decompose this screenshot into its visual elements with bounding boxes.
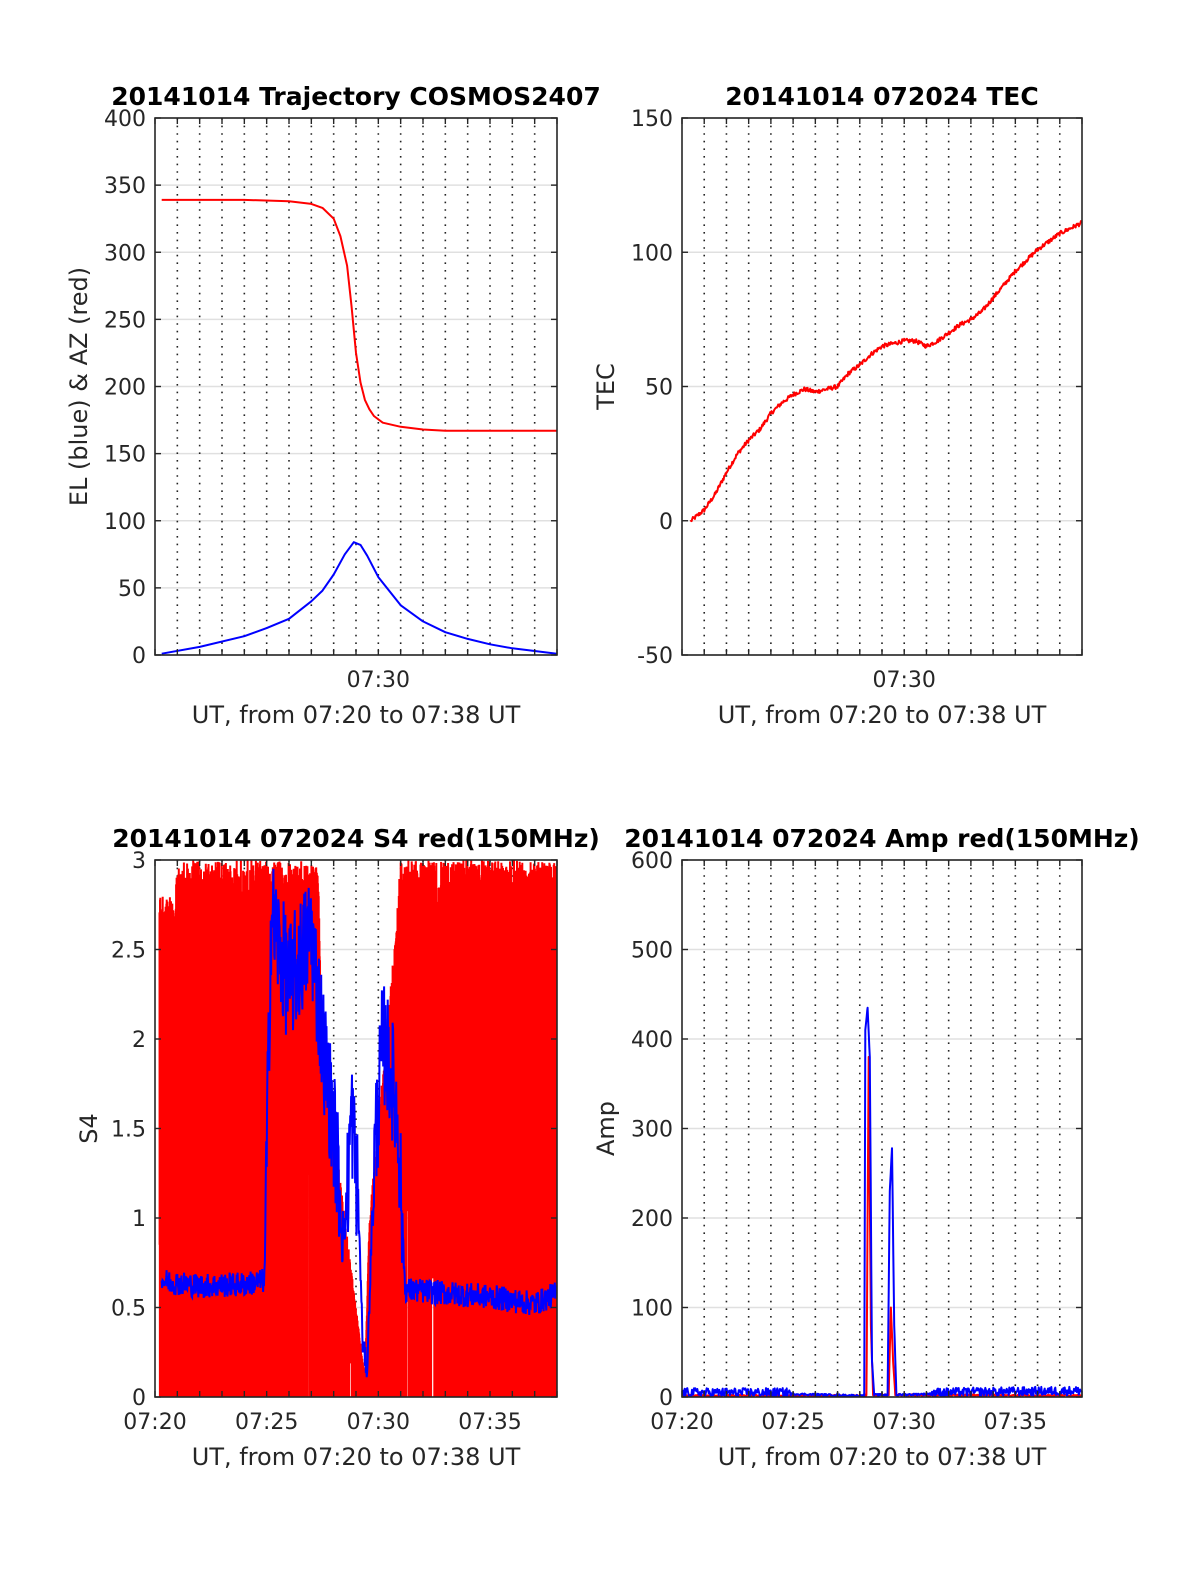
s4-red-series: [158, 860, 557, 1397]
y-tick-label: 200: [104, 376, 146, 401]
y-tick-label: 0: [659, 1386, 673, 1411]
trajectory-data: [161, 198, 557, 655]
x-tick-label: 07:25: [761, 1410, 824, 1435]
y-tick-label: 500: [631, 939, 673, 964]
y-axis-label: EL (blue) & AZ (red): [65, 267, 93, 506]
x-tick-label: 07:20: [123, 1410, 186, 1435]
y-tick-label: 400: [631, 1028, 673, 1053]
chart-title: 20141014 072024 S4 red(150MHz): [112, 824, 600, 853]
y-tick-label: 0: [132, 1386, 146, 1411]
y-tick-label: 400: [104, 107, 146, 132]
s4-blue-series: [160, 868, 557, 1378]
y-tick-label: 300: [104, 241, 146, 266]
s4-panel: 0 0.5 1 1.5 2 2.5 3 07:20 07:25 07:30 07:35 2014101…: [75, 824, 600, 1471]
y-tick-label: 100: [631, 241, 673, 266]
x-axis-label: UT, from 07:20 to 07:38 UT: [192, 1443, 521, 1471]
trajectory-series-blue: [161, 541, 557, 655]
y-tick-label: 0: [132, 644, 146, 669]
x-axis-label: UT, from 07:20 to 07:38 UT: [192, 701, 521, 729]
chart-title: 20141014 072024 TEC: [725, 82, 1038, 111]
y-tick-label: 250: [104, 308, 146, 333]
y-tick-label: 350: [104, 174, 146, 199]
x-axis-label: UT, from 07:20 to 07:38 UT: [718, 1443, 1047, 1471]
tec-series-red: [689, 220, 1082, 523]
y-tick-label: 3: [132, 849, 146, 874]
y-tick-label: -50: [637, 644, 673, 669]
chart-title: 20141014 Trajectory COSMOS2407: [111, 82, 601, 111]
amp-series-red: [682, 1055, 1082, 1397]
x-axis-label: UT, from 07:20 to 07:38 UT: [718, 701, 1047, 729]
y-axis-label: TEC: [592, 363, 620, 411]
x-tick-label: 07:30: [873, 1410, 936, 1435]
x-tick-label: 07:20: [650, 1410, 713, 1435]
trajectory-series-red: [161, 198, 557, 432]
tec-panel: -50 0 50 100 150 07:30 20141014 072024 TEC UT, …: [592, 82, 1083, 729]
chart-title: 20141014 072024 Amp red(150MHz): [624, 824, 1140, 853]
y-axis-label: S4: [75, 1113, 103, 1144]
y-tick-label: 2.5: [111, 939, 146, 964]
y-axis-label: Amp: [592, 1101, 620, 1156]
y-tick-label: 600: [631, 849, 673, 874]
tec-data: [689, 220, 1082, 523]
y-tick-label: 50: [645, 376, 673, 401]
y-tick-label: 100: [631, 1297, 673, 1322]
y-tick-label: 0.5: [111, 1297, 146, 1322]
y-tick-label: 100: [104, 510, 146, 535]
x-tick-label: 07:25: [235, 1410, 298, 1435]
y-tick-label: 200: [631, 1207, 673, 1232]
x-tick-label: 07:30: [873, 668, 936, 693]
y-tick-label: 0: [659, 510, 673, 535]
s4-data: [158, 860, 557, 1397]
x-tick-label: 07:35: [458, 1410, 521, 1435]
y-tick-label: 150: [631, 107, 673, 132]
y-tick-label: 1.5: [111, 1118, 146, 1143]
trajectory-panel: 0 50 100 150 200 250 300 350 400 07:30 20141014 Tr…: [65, 82, 601, 729]
amp-panel: 0 100 200 300 400 500 600 07:20 07:25 07:30 07:35 2…: [592, 824, 1140, 1471]
y-tick-label: 150: [104, 443, 146, 468]
y-tick-label: 50: [118, 577, 146, 602]
y-tick-label: 1: [132, 1207, 146, 1232]
x-tick-label: 07:35: [984, 1410, 1047, 1435]
x-tick-label: 07:30: [347, 1410, 410, 1435]
x-tick-label: 07:30: [347, 668, 410, 693]
y-tick-label: 2: [132, 1028, 146, 1053]
y-tick-label: 300: [631, 1118, 673, 1143]
